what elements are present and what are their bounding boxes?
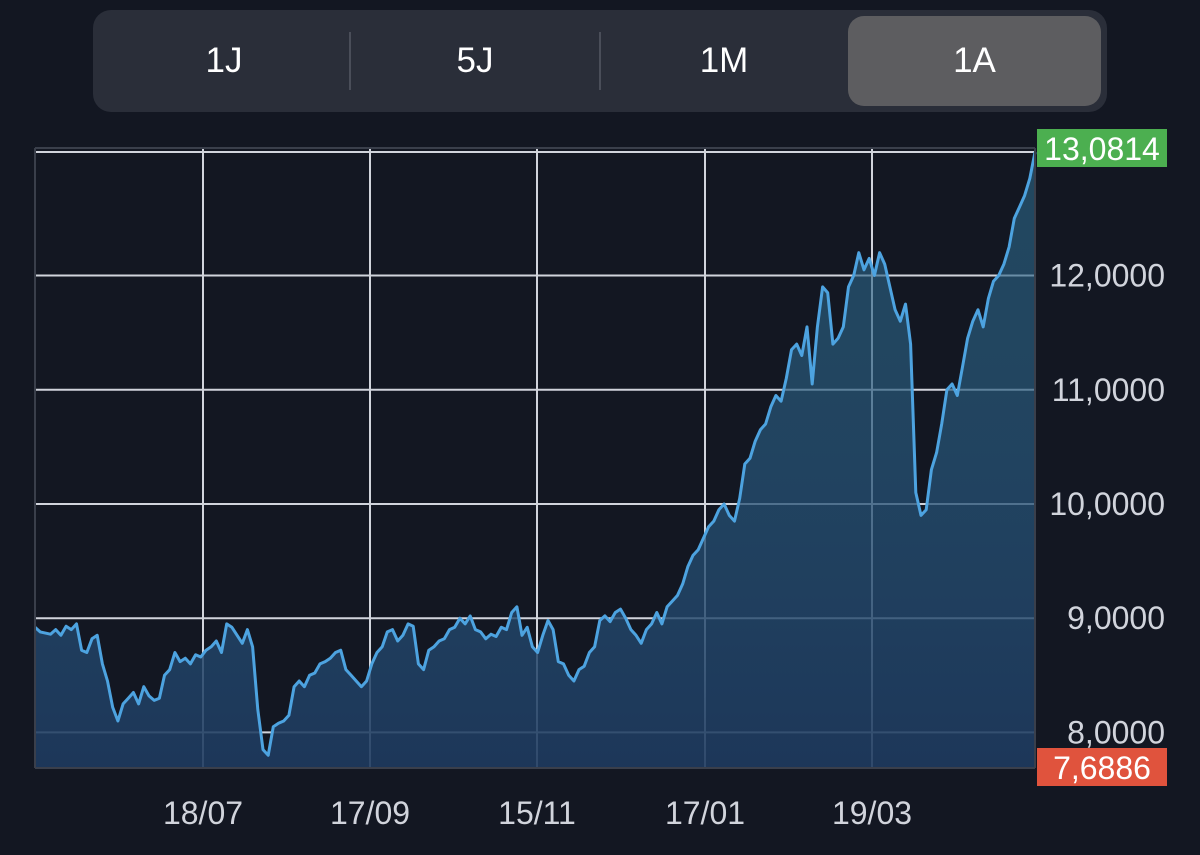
range-tab-1d[interactable]: 1J — [205, 41, 243, 80]
price-line — [34, 151, 1037, 757]
x-tick-label: 17/09 — [330, 795, 410, 831]
x-tick-label: 18/07 — [163, 795, 243, 831]
low-value-label: 7,6886 — [1053, 750, 1151, 786]
y-tick-label: 11,0000 — [1052, 372, 1165, 408]
high-value-badge-bg — [1037, 129, 1167, 167]
y-tick-label: 10,0000 — [1049, 486, 1165, 522]
price-area — [35, 152, 1035, 768]
low-value-badge: 7,6886 — [1037, 748, 1167, 786]
x-tick-label: 15/11 — [498, 795, 576, 831]
x-tick-label: 17/01 — [665, 795, 745, 831]
x-tick-label: 19/03 — [832, 795, 912, 831]
tab-separator — [599, 32, 601, 90]
tab-separator — [349, 32, 351, 90]
plot-frame — [34, 147, 1036, 769]
x-axis-labels: 18/07 17/09 15/11 17/01 19/03 — [163, 795, 912, 831]
range-tab-1m[interactable]: 1M — [699, 41, 749, 80]
y-tick-label: 9,0000 — [1067, 600, 1165, 636]
range-tab-5d[interactable]: 5J — [456, 41, 494, 80]
y-tick-label: 8,0000 — [1067, 714, 1165, 750]
high-value-label: 13,0814 — [1044, 131, 1160, 167]
y-tick-label: 12,0000 — [1049, 258, 1165, 294]
range-tab-1y[interactable]: 1A — [848, 16, 1101, 106]
y-axis-labels: 8,0000 9,0000 10,0000 11,0000 12,0000 — [1049, 258, 1165, 751]
high-value-badge: 13,0814 — [1037, 129, 1167, 167]
range-selector: 1J 5J 1M 1A — [93, 10, 1107, 112]
low-value-badge-bg — [1037, 748, 1167, 786]
